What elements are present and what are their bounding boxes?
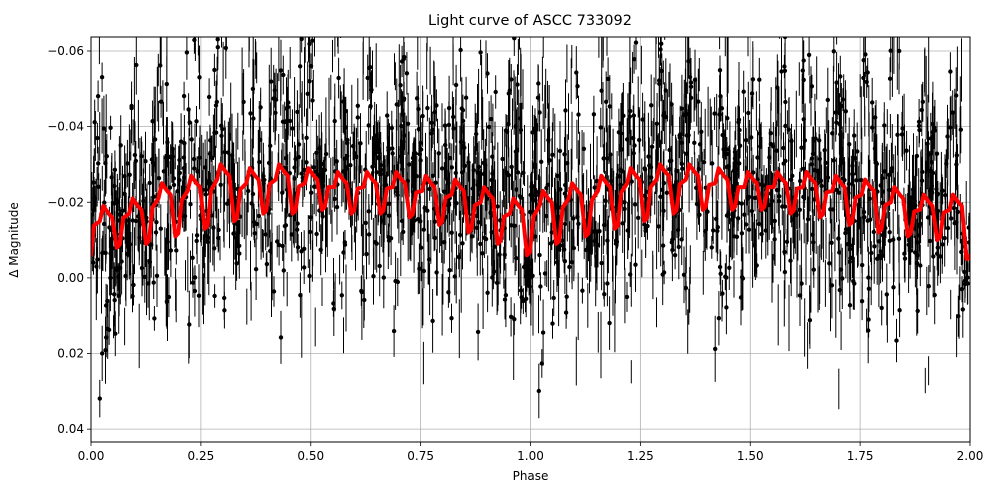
y-tick-label: −0.04 [47, 120, 84, 134]
x-tick-label: 0.25 [188, 449, 215, 463]
y-tick-label: −0.02 [47, 195, 84, 209]
y-tick-label: −0.06 [47, 44, 84, 58]
data-markers [91, 37, 970, 401]
x-tick-label: 0.50 [297, 449, 324, 463]
chart-title: Light curve of ASCC 733092 [428, 13, 632, 29]
x-tick-label: 1.25 [627, 449, 654, 463]
model-line [91, 162, 970, 261]
y-tick-label: 0.04 [57, 422, 84, 436]
x-axis-label: Phase [512, 469, 549, 483]
observation-points [91, 37, 970, 419]
x-tick-label: 0.75 [407, 449, 434, 463]
y-tick-label: 0.00 [57, 271, 84, 285]
x-tick-label: 1.00 [517, 449, 544, 463]
x-tick-label: 0.00 [78, 449, 105, 463]
model-curve [91, 162, 970, 261]
x-tick-label: 1.75 [847, 449, 874, 463]
y-tick-label: 0.02 [57, 347, 84, 361]
axis-ticks: 0.00 0.25 0.50 0.75 1.00 1.25 1.50 1.75 2.00 −0.0… [47, 44, 983, 463]
x-tick-label: 1.50 [737, 449, 764, 463]
x-tick-label: 2.00 [957, 449, 984, 463]
